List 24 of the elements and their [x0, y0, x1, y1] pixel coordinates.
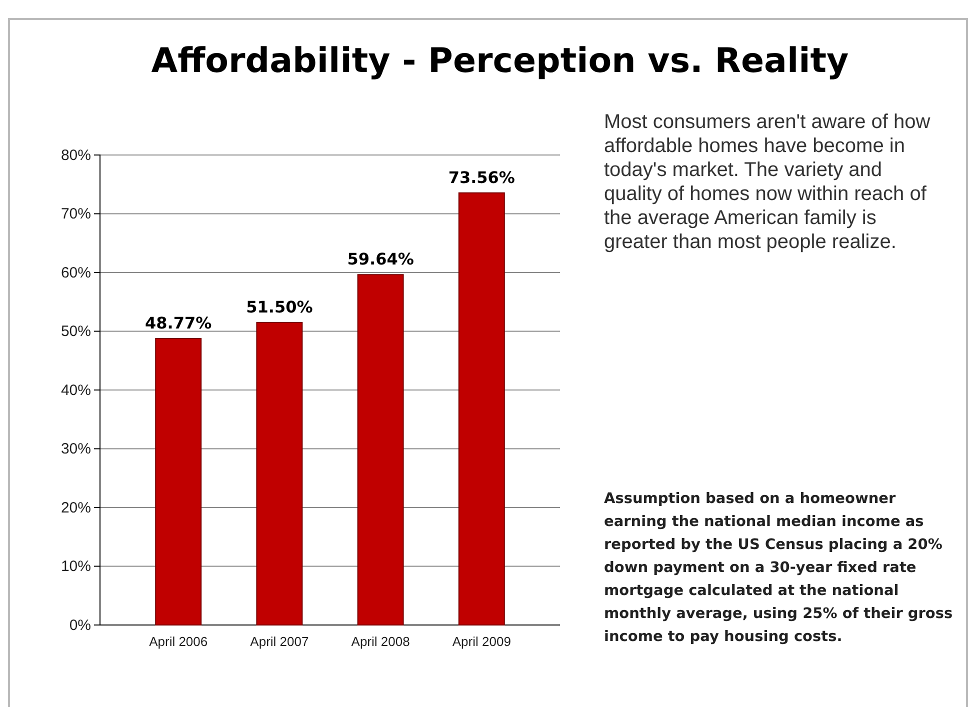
y-tick-label: 60%	[60, 264, 91, 282]
data-label: 51.50%	[246, 297, 313, 316]
data-label: 73.56%	[448, 168, 515, 187]
y-tick-label: 40%	[60, 382, 91, 399]
bar	[357, 274, 404, 626]
x-tick-label: April 2008	[351, 634, 410, 650]
y-tick-label: 10%	[60, 558, 91, 576]
y-tick-label: 50%	[60, 323, 91, 340]
y-tick-label: 0%	[69, 616, 91, 634]
x-tick-label: April 2007	[250, 634, 309, 650]
y-tick-label: 30%	[60, 440, 91, 458]
bar	[256, 322, 303, 626]
y-tick-label: 80%	[60, 146, 91, 164]
y-tick-label: 70%	[60, 206, 91, 223]
bar	[458, 192, 505, 626]
text: Most consumers aren't aware of how affordable homes have become in today's market. The variety and quality of homes now within reach of the average American family is greater than most people realize.	[604, 110, 932, 254]
data-label: 48.77%	[145, 313, 212, 332]
x-tick-label: April 2006	[149, 634, 208, 650]
y-tick-label: 20%	[60, 499, 91, 516]
text: Assumption based on a homeowner earning the national median income as reported by the US Census placing a 20% down payment on a 30-year fixed rate mortgage calculated at the national monthly average, using 25% of their gross income to pay housing costs.	[604, 490, 954, 647]
data-label: 59.64%	[347, 250, 414, 269]
chart-title: Affordability - Perception vs. Reality	[151, 41, 849, 81]
x-tick-label: April 2009	[452, 634, 511, 650]
bar	[155, 338, 202, 626]
